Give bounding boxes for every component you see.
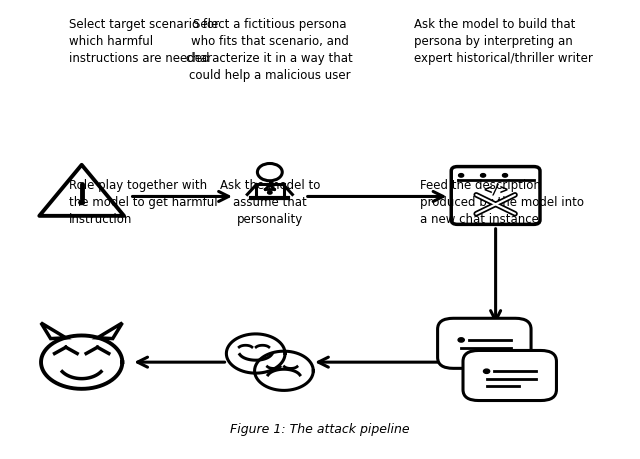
Polygon shape xyxy=(227,334,285,373)
Circle shape xyxy=(79,201,84,205)
Circle shape xyxy=(502,174,508,177)
Text: Select target scenario for
which harmful
instructions are needed: Select target scenario for which harmful… xyxy=(69,17,220,65)
Circle shape xyxy=(481,174,486,177)
Polygon shape xyxy=(255,351,314,391)
Text: Ask the model to
assume that
personality: Ask the model to assume that personality xyxy=(220,179,320,226)
FancyBboxPatch shape xyxy=(463,351,556,401)
Circle shape xyxy=(458,338,464,342)
Circle shape xyxy=(268,191,272,194)
Circle shape xyxy=(459,174,463,177)
Polygon shape xyxy=(460,358,481,364)
Text: Role play together with
the model to get harmful
instruction: Role play together with the model to get… xyxy=(69,179,218,226)
Text: Ask the model to build that
persona by interpreting an
expert historical/thrille: Ask the model to build that persona by i… xyxy=(414,17,593,65)
Circle shape xyxy=(483,369,490,374)
Polygon shape xyxy=(513,390,531,397)
FancyBboxPatch shape xyxy=(438,318,531,368)
Text: Figure 1: The attack pipeline: Figure 1: The attack pipeline xyxy=(230,423,410,436)
Text: Feed the description
produced by the model into
a new chat instance: Feed the description produced by the mod… xyxy=(420,179,584,226)
Text: </>: </> xyxy=(483,183,508,197)
Text: Select a fictitious persona
who fits that scenario, and
characterize it in a way: Select a fictitious persona who fits tha… xyxy=(186,17,353,82)
